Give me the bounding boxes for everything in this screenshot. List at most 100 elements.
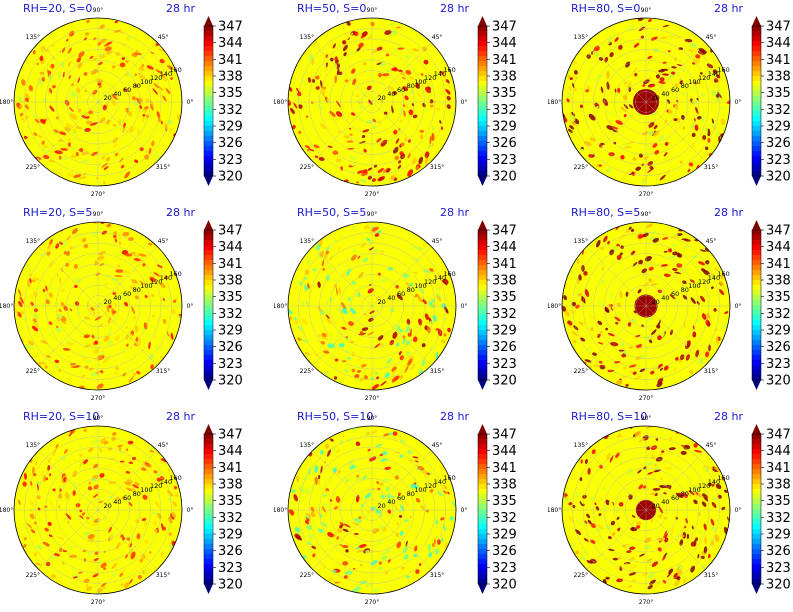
colorbar-tick-label: 332 — [766, 103, 791, 118]
field-speckle — [672, 267, 678, 272]
colorbar-segment — [204, 101, 213, 107]
colorbar-tick-label: 320 — [218, 374, 243, 389]
panel-title: RH=80, S=10 — [571, 410, 648, 423]
field-speckle — [152, 520, 157, 526]
field-speckle — [339, 234, 344, 238]
field-speckle — [26, 522, 33, 529]
radial-tick-label: 60 — [671, 494, 679, 502]
radial-tick-label: 80 — [407, 286, 415, 294]
field-speckle — [324, 365, 328, 371]
field-speckle — [434, 515, 439, 521]
field-speckle — [72, 128, 77, 133]
field-speckle — [72, 576, 78, 579]
field-speckle — [113, 234, 117, 239]
field-speckle — [291, 489, 296, 493]
field-speckle — [52, 488, 56, 492]
field-speckle — [31, 466, 35, 475]
field-speckle — [393, 177, 398, 182]
field-speckle — [355, 476, 361, 483]
field-speckle — [336, 528, 343, 534]
colorbar-tick-label: 344 — [766, 240, 791, 255]
field-speckle — [152, 511, 156, 515]
field-speckle — [395, 532, 399, 537]
field-speckle — [78, 147, 84, 153]
field-speckle — [152, 88, 159, 95]
field-speckle — [341, 544, 349, 549]
field-speckle — [48, 292, 53, 299]
colorbar-segment — [752, 355, 761, 361]
field-speckle — [370, 226, 375, 229]
field-speckle — [329, 110, 336, 117]
field-speckle — [368, 99, 373, 105]
angle-tick-label: 270° — [639, 599, 653, 606]
field-speckle — [631, 318, 637, 323]
field-speckle — [293, 316, 297, 321]
field-speckle — [132, 484, 140, 489]
colorbar-segment — [204, 355, 213, 361]
field-speckle — [687, 249, 696, 253]
field-speckle — [344, 350, 350, 354]
field-speckle — [349, 133, 353, 136]
field-speckle — [24, 104, 29, 110]
colorbar-tick-label: 323 — [218, 561, 243, 576]
field-speckle — [681, 114, 685, 120]
field-speckle — [38, 78, 43, 86]
angle-tick-label: 90° — [367, 415, 378, 422]
field-speckle — [170, 77, 173, 80]
field-speckle — [429, 99, 434, 104]
field-speckle — [73, 264, 79, 269]
field-speckle — [712, 69, 718, 74]
colorbar-segment — [204, 166, 213, 172]
field-speckle — [630, 473, 636, 478]
field-speckle — [583, 271, 588, 276]
field-speckle — [106, 41, 113, 45]
field-speckle — [99, 437, 107, 442]
field-speckle — [325, 250, 329, 255]
field-speckle — [445, 88, 451, 95]
field-speckle — [589, 137, 596, 142]
field-speckle — [618, 44, 623, 50]
colorbar-segment — [478, 335, 487, 341]
colorbar-tick-label: 347 — [218, 224, 243, 239]
angle-tick-label: 135° — [26, 442, 40, 449]
field-speckle — [89, 55, 94, 60]
field-speckle — [562, 305, 567, 312]
field-speckle — [322, 86, 327, 90]
field-speckle — [337, 554, 342, 558]
field-speckle — [704, 536, 707, 545]
field-speckle — [29, 345, 35, 350]
colorbar-segment — [204, 325, 213, 331]
field-speckle — [88, 481, 92, 485]
field-speckle — [137, 72, 142, 75]
field-speckle — [428, 543, 432, 552]
field-speckle — [693, 118, 696, 122]
field-speckle — [660, 36, 668, 40]
colorbar-segment — [478, 320, 487, 326]
colorbar-tick-label: 320 — [492, 170, 517, 185]
field-speckle — [37, 134, 43, 139]
field-speckle — [359, 140, 366, 144]
field-speckle — [435, 351, 439, 360]
field-speckle — [402, 335, 406, 339]
radial-tick-label: 60 — [397, 86, 405, 94]
field-speckle — [158, 86, 164, 92]
field-speckle — [101, 155, 106, 160]
field-speckle — [109, 533, 115, 541]
colorbar-segment — [478, 559, 487, 565]
field-speckle — [416, 82, 420, 87]
field-speckle — [28, 85, 33, 91]
field-speckle — [439, 465, 445, 470]
field-speckle — [47, 457, 51, 464]
field-speckle — [412, 114, 418, 119]
colorbar-tick-label: 335 — [492, 290, 517, 305]
field-speckle — [178, 510, 182, 517]
field-speckle — [705, 464, 713, 470]
field-speckle — [619, 434, 623, 438]
field-speckle — [358, 42, 364, 48]
field-speckle — [99, 24, 105, 29]
field-speckle — [636, 548, 642, 552]
field-speckle — [391, 67, 399, 72]
field-speckle — [651, 329, 657, 336]
